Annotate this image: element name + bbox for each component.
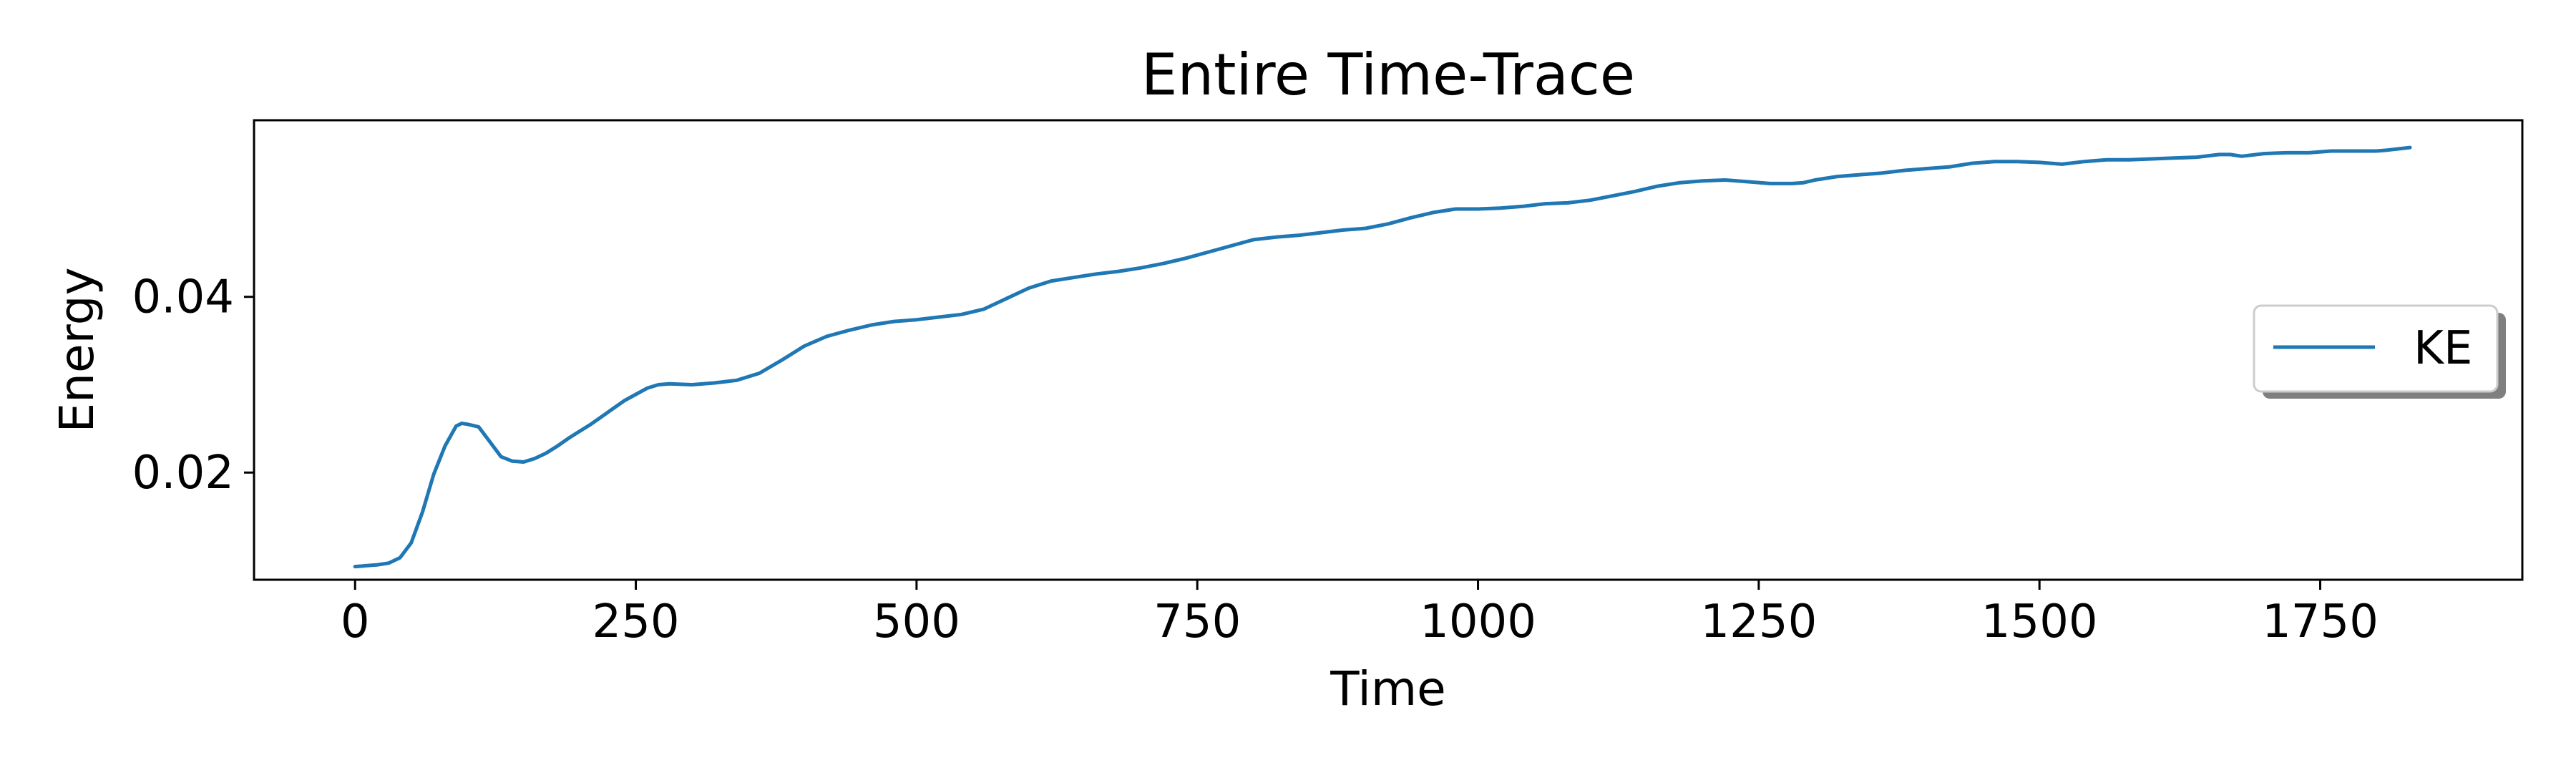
x-tick-label: 1750 <box>2262 595 2379 648</box>
x-tick-label: 1500 <box>1981 595 2098 648</box>
x-tick-label: 0 <box>341 595 370 648</box>
chart-title: Entire Time-Trace <box>1141 42 1635 108</box>
axes-frame <box>253 119 2524 581</box>
series-layer <box>353 145 2412 569</box>
x-tick-label: 750 <box>1153 595 1241 648</box>
x-axis-label: Time <box>1330 661 1446 716</box>
y-axis-label: Energy <box>49 267 104 432</box>
x-tick-label: 250 <box>592 595 679 648</box>
x-tick-label: 500 <box>873 595 960 648</box>
x-tick-label: 1250 <box>1700 595 1817 648</box>
plot-area: 0 250 500 750 1000 1250 1500 1750 0.02 0.04 <box>132 119 2524 648</box>
x-axis-ticks: 0 250 500 750 1000 1250 1500 1750 <box>341 580 2379 648</box>
y-axis-ticks: 0.02 0.04 <box>132 271 254 500</box>
x-tick-label: 1000 <box>1420 595 1536 648</box>
y-tick-label: 0.02 <box>132 447 235 500</box>
y-tick-label: 0.04 <box>132 271 235 324</box>
legend: KE <box>2253 304 2506 399</box>
series-line-ke <box>353 145 2412 569</box>
legend-label-ke: KE <box>2414 322 2472 375</box>
legend-box <box>2253 304 2499 393</box>
